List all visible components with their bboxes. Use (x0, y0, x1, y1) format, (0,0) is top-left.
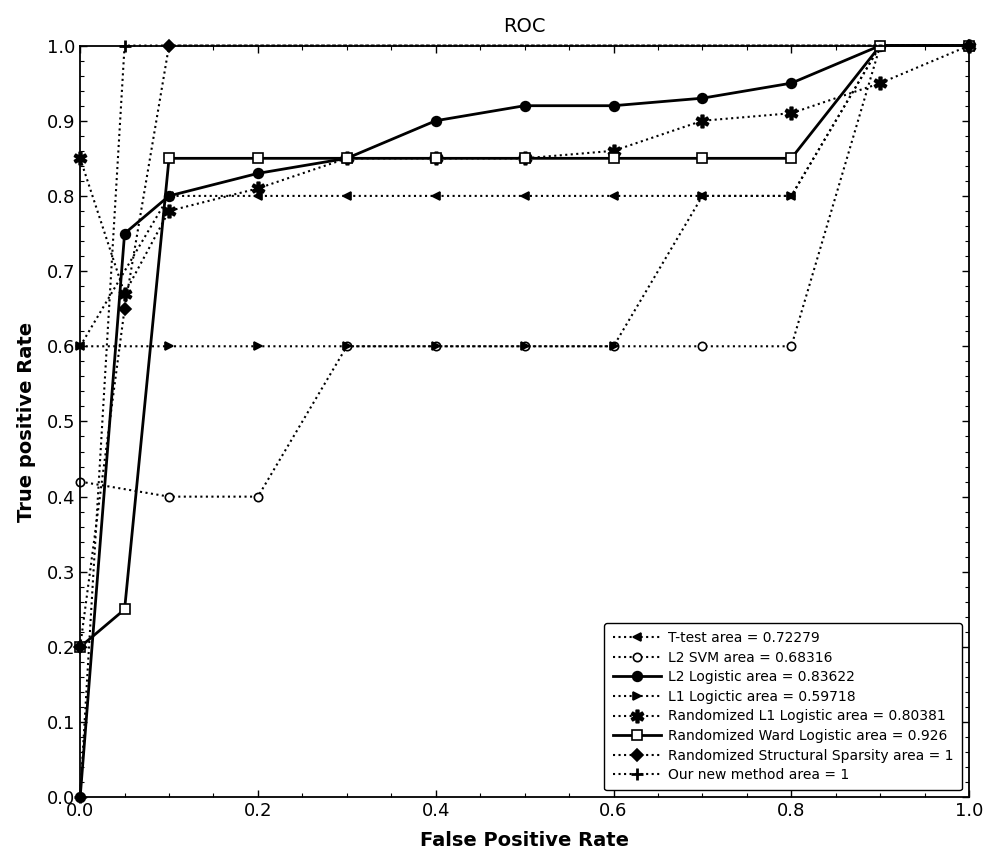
L2 Logistic area = 0.83622 (963, 41, 975, 51)
Randomized L1 Logistic area = 0.80381 (252, 183, 264, 193)
Randomized Ward Logistic area = 0.926 (74, 642, 86, 652)
L2 SVM area = 0.68316 (74, 476, 86, 486)
Y-axis label: True positive Rate: True positive Rate (17, 322, 36, 522)
L2 Logistic area = 0.83622 (119, 228, 131, 238)
T-test area = 0.72279 (608, 191, 620, 201)
L2 Logistic area = 0.83622 (874, 41, 886, 51)
X-axis label: False Positive Rate: False Positive Rate (420, 831, 629, 851)
L2 SVM area = 0.68316 (341, 341, 353, 351)
L2 Logistic area = 0.83622 (696, 93, 708, 103)
L1 Logictic area = 0.59718 (963, 41, 975, 51)
Our new method area = 1 (963, 41, 975, 51)
L2 SVM area = 0.68316 (252, 492, 264, 502)
Randomized Ward Logistic area = 0.926 (785, 153, 797, 164)
Line: Randomized Ward Logistic area = 0.926: Randomized Ward Logistic area = 0.926 (75, 41, 974, 652)
Randomized Structural Sparsity area = 1 (963, 41, 975, 51)
Randomized Ward Logistic area = 0.926 (252, 153, 264, 164)
L2 Logistic area = 0.83622 (430, 115, 442, 126)
L1 Logictic area = 0.59718 (341, 341, 353, 351)
L1 Logictic area = 0.59718 (608, 341, 620, 351)
Randomized L1 Logistic area = 0.80381 (430, 153, 442, 164)
Our new method area = 1 (74, 792, 86, 803)
L2 Logistic area = 0.83622 (519, 101, 531, 111)
Randomized L1 Logistic area = 0.80381 (163, 205, 175, 216)
L2 SVM area = 0.68316 (785, 341, 797, 351)
Randomized L1 Logistic area = 0.80381 (519, 153, 531, 164)
Line: T-test area = 0.72279: T-test area = 0.72279 (76, 42, 973, 350)
Randomized Structural Sparsity area = 1 (163, 41, 175, 51)
L2 Logistic area = 0.83622 (785, 78, 797, 88)
L2 SVM area = 0.68316 (608, 341, 620, 351)
Line: Our new method area = 1: Our new method area = 1 (74, 39, 975, 804)
T-test area = 0.72279 (519, 191, 531, 201)
T-test area = 0.72279 (963, 41, 975, 51)
Randomized L1 Logistic area = 0.80381 (874, 78, 886, 88)
L1 Logictic area = 0.59718 (519, 341, 531, 351)
Title: ROC: ROC (503, 16, 546, 36)
L2 SVM area = 0.68316 (519, 341, 531, 351)
L2 SVM area = 0.68316 (430, 341, 442, 351)
Line: L1 Logictic area = 0.59718: L1 Logictic area = 0.59718 (76, 42, 973, 350)
L1 Logictic area = 0.59718 (252, 341, 264, 351)
Randomized Ward Logistic area = 0.926 (519, 153, 531, 164)
Randomized Ward Logistic area = 0.926 (874, 41, 886, 51)
T-test area = 0.72279 (696, 191, 708, 201)
L2 Logistic area = 0.83622 (163, 191, 175, 201)
Legend: T-test area = 0.72279, L2 SVM area = 0.68316, L2 Logistic area = 0.83622, L1 Log: T-test area = 0.72279, L2 SVM area = 0.6… (604, 623, 962, 791)
L1 Logictic area = 0.59718 (74, 341, 86, 351)
L2 Logistic area = 0.83622 (608, 101, 620, 111)
L1 Logictic area = 0.59718 (696, 191, 708, 201)
Line: Randomized L1 Logistic area = 0.80381: Randomized L1 Logistic area = 0.80381 (74, 39, 975, 300)
Randomized L1 Logistic area = 0.80381 (608, 146, 620, 156)
L2 Logistic area = 0.83622 (341, 153, 353, 164)
T-test area = 0.72279 (74, 341, 86, 351)
Randomized Ward Logistic area = 0.926 (430, 153, 442, 164)
T-test area = 0.72279 (252, 191, 264, 201)
T-test area = 0.72279 (874, 41, 886, 51)
L2 SVM area = 0.68316 (696, 341, 708, 351)
Randomized L1 Logistic area = 0.80381 (696, 115, 708, 126)
Randomized L1 Logistic area = 0.80381 (785, 108, 797, 119)
T-test area = 0.72279 (785, 191, 797, 201)
L2 Logistic area = 0.83622 (74, 792, 86, 803)
Randomized Ward Logistic area = 0.926 (608, 153, 620, 164)
T-test area = 0.72279 (430, 191, 442, 201)
L2 SVM area = 0.68316 (963, 41, 975, 51)
Randomized L1 Logistic area = 0.80381 (74, 153, 86, 164)
Line: L2 Logistic area = 0.83622: L2 Logistic area = 0.83622 (75, 41, 974, 802)
Randomized Structural Sparsity area = 1 (119, 303, 131, 314)
T-test area = 0.72279 (341, 191, 353, 201)
Randomized L1 Logistic area = 0.80381 (119, 289, 131, 299)
L1 Logictic area = 0.59718 (785, 191, 797, 201)
Our new method area = 1 (119, 41, 131, 51)
T-test area = 0.72279 (163, 191, 175, 201)
Line: L2 SVM area = 0.68316: L2 SVM area = 0.68316 (76, 42, 973, 501)
L2 SVM area = 0.68316 (874, 41, 886, 51)
L2 SVM area = 0.68316 (163, 492, 175, 502)
L1 Logictic area = 0.59718 (430, 341, 442, 351)
Randomized Ward Logistic area = 0.926 (341, 153, 353, 164)
L1 Logictic area = 0.59718 (874, 41, 886, 51)
L1 Logictic area = 0.59718 (163, 341, 175, 351)
Randomized L1 Logistic area = 0.80381 (341, 153, 353, 164)
Line: Randomized Structural Sparsity area = 1: Randomized Structural Sparsity area = 1 (76, 42, 973, 651)
Randomized L1 Logistic area = 0.80381 (963, 41, 975, 51)
Randomized Ward Logistic area = 0.926 (696, 153, 708, 164)
Randomized Ward Logistic area = 0.926 (119, 604, 131, 615)
L2 Logistic area = 0.83622 (252, 168, 264, 179)
Randomized Structural Sparsity area = 1 (74, 642, 86, 652)
Randomized Ward Logistic area = 0.926 (163, 153, 175, 164)
Randomized Ward Logistic area = 0.926 (963, 41, 975, 51)
